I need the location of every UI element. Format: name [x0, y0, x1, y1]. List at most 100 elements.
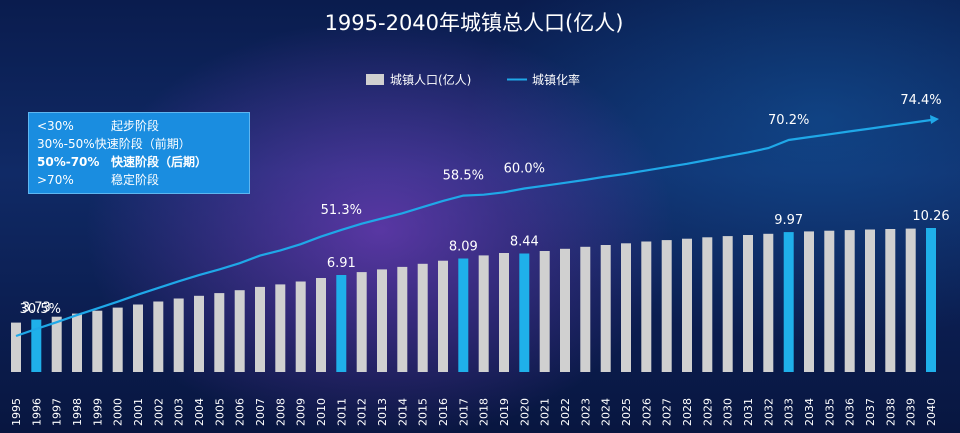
x-tick-label: 2007: [254, 398, 267, 426]
bar-data-label: 8.09: [449, 240, 478, 255]
bar: [112, 307, 123, 372]
stage-range: 50%-70%: [37, 155, 100, 169]
bar: [133, 304, 143, 372]
x-tick-label: 2022: [559, 398, 572, 426]
x-tick-label: 2038: [884, 398, 897, 426]
x-tick-label: 2027: [661, 398, 674, 426]
stage-name: 快速阶段（前期）: [94, 137, 191, 151]
x-tick-label: 2001: [132, 398, 145, 426]
bar-data-label: 9.97: [774, 213, 803, 228]
bar: [702, 237, 713, 372]
x-tick-label: 2025: [620, 398, 633, 426]
x-tick-label: 2030: [722, 398, 735, 426]
bar: [275, 284, 286, 372]
stage-range: <30%: [37, 119, 74, 133]
bar: [743, 235, 753, 372]
stage-range: >70%: [37, 173, 74, 187]
bar: [397, 266, 408, 372]
x-tick-label: 2024: [600, 398, 613, 426]
bar: [316, 278, 326, 372]
bar: [621, 243, 631, 372]
x-tick-label: 2009: [295, 398, 308, 426]
x-tick-label: 2010: [315, 398, 328, 426]
line-data-label: 51.3%: [321, 203, 362, 218]
bar: [539, 251, 550, 372]
x-tick-label: 2006: [234, 398, 247, 426]
bar: [844, 230, 855, 372]
legend-bar-swatch: [366, 74, 384, 85]
bar: [72, 313, 82, 372]
line-data-label: 30.5%: [20, 302, 61, 317]
bar: [661, 240, 672, 372]
bar: [722, 236, 733, 372]
x-tick-label: 2029: [701, 398, 714, 426]
bar: [824, 230, 835, 372]
x-tick-label: 2002: [152, 398, 165, 426]
x-tick-label: 2028: [681, 398, 694, 426]
x-tick-label: 2034: [803, 398, 816, 426]
bar: [336, 275, 347, 372]
line-data-label: 60.0%: [504, 162, 545, 177]
x-tick-label: 1999: [91, 398, 104, 426]
bar: [885, 229, 896, 372]
bar: [926, 228, 936, 372]
line-layer: [15, 115, 939, 338]
bar: [31, 319, 42, 372]
x-tick-label: 2023: [579, 398, 592, 426]
x-tick-label: 2000: [112, 398, 125, 426]
bar: [417, 263, 428, 372]
bar: [153, 301, 164, 372]
bar: [865, 229, 875, 372]
x-tick-label: 1995: [10, 398, 23, 426]
chart-title: 1995-2040年城镇总人口(亿人): [325, 11, 624, 35]
stage-name: 快速阶段（后期）: [111, 155, 208, 169]
bar: [600, 245, 611, 372]
x-tick-label: 1996: [30, 398, 43, 426]
x-tick-label: 2036: [844, 398, 857, 426]
x-tick-label: 2020: [518, 398, 531, 426]
line-arrow-head: [930, 115, 939, 124]
x-tick-label: 2013: [376, 398, 389, 426]
bar: [255, 286, 265, 372]
bar: [92, 310, 103, 372]
stage-row: 30%-50%快速阶段（前期）: [37, 135, 241, 153]
stage-row: <30% 起步阶段: [37, 117, 241, 135]
x-tick-label: 2008: [274, 398, 287, 426]
bar: [905, 228, 916, 372]
bar-data-label: 10.26: [912, 209, 949, 224]
x-tick-label: 2016: [437, 398, 450, 426]
stage-row: >70% 稳定阶段: [37, 171, 241, 189]
x-tick-label: 2032: [762, 398, 775, 426]
bar: [763, 233, 774, 372]
bar: [478, 255, 489, 372]
x-tick-label: 2014: [396, 398, 409, 426]
bar: [641, 241, 652, 372]
bar-data-label: 8.44: [510, 235, 539, 250]
urbanization-rate-line: [15, 118, 932, 338]
bar: [519, 253, 530, 372]
x-tick-label: 2004: [193, 398, 206, 426]
legend-line-label: 城镇化率: [532, 72, 580, 87]
bar: [194, 295, 204, 372]
bar: [580, 246, 591, 372]
bars-layer: [11, 228, 936, 372]
bar: [214, 293, 225, 372]
bar: [438, 260, 448, 372]
stage-name: 起步阶段: [111, 119, 160, 133]
x-tick-label: 2005: [213, 398, 226, 426]
line-data-label: 70.2%: [768, 113, 809, 128]
line-data-label: 58.5%: [443, 169, 484, 184]
legend: 城镇人口(亿人) 城镇化率: [366, 72, 580, 87]
bar-data-label: 6.91: [327, 256, 356, 271]
x-tick-label: 1997: [51, 398, 64, 426]
x-tick-label: 2019: [498, 398, 511, 426]
bar: [499, 253, 509, 372]
x-tick-label: 2040: [925, 398, 938, 426]
bar: [11, 322, 21, 372]
x-tick-label: 2026: [640, 398, 653, 426]
bar: [51, 316, 62, 372]
labels-layer: 3.73 6.91 8.09 8.44 9.97 10.26 30.5% 51.3% 58.5%…: [20, 93, 950, 317]
stage-legend-box: <30% 起步阶段 30%-50%快速阶段（前期） 50%-70% 快速阶段（后期）…: [28, 112, 250, 194]
